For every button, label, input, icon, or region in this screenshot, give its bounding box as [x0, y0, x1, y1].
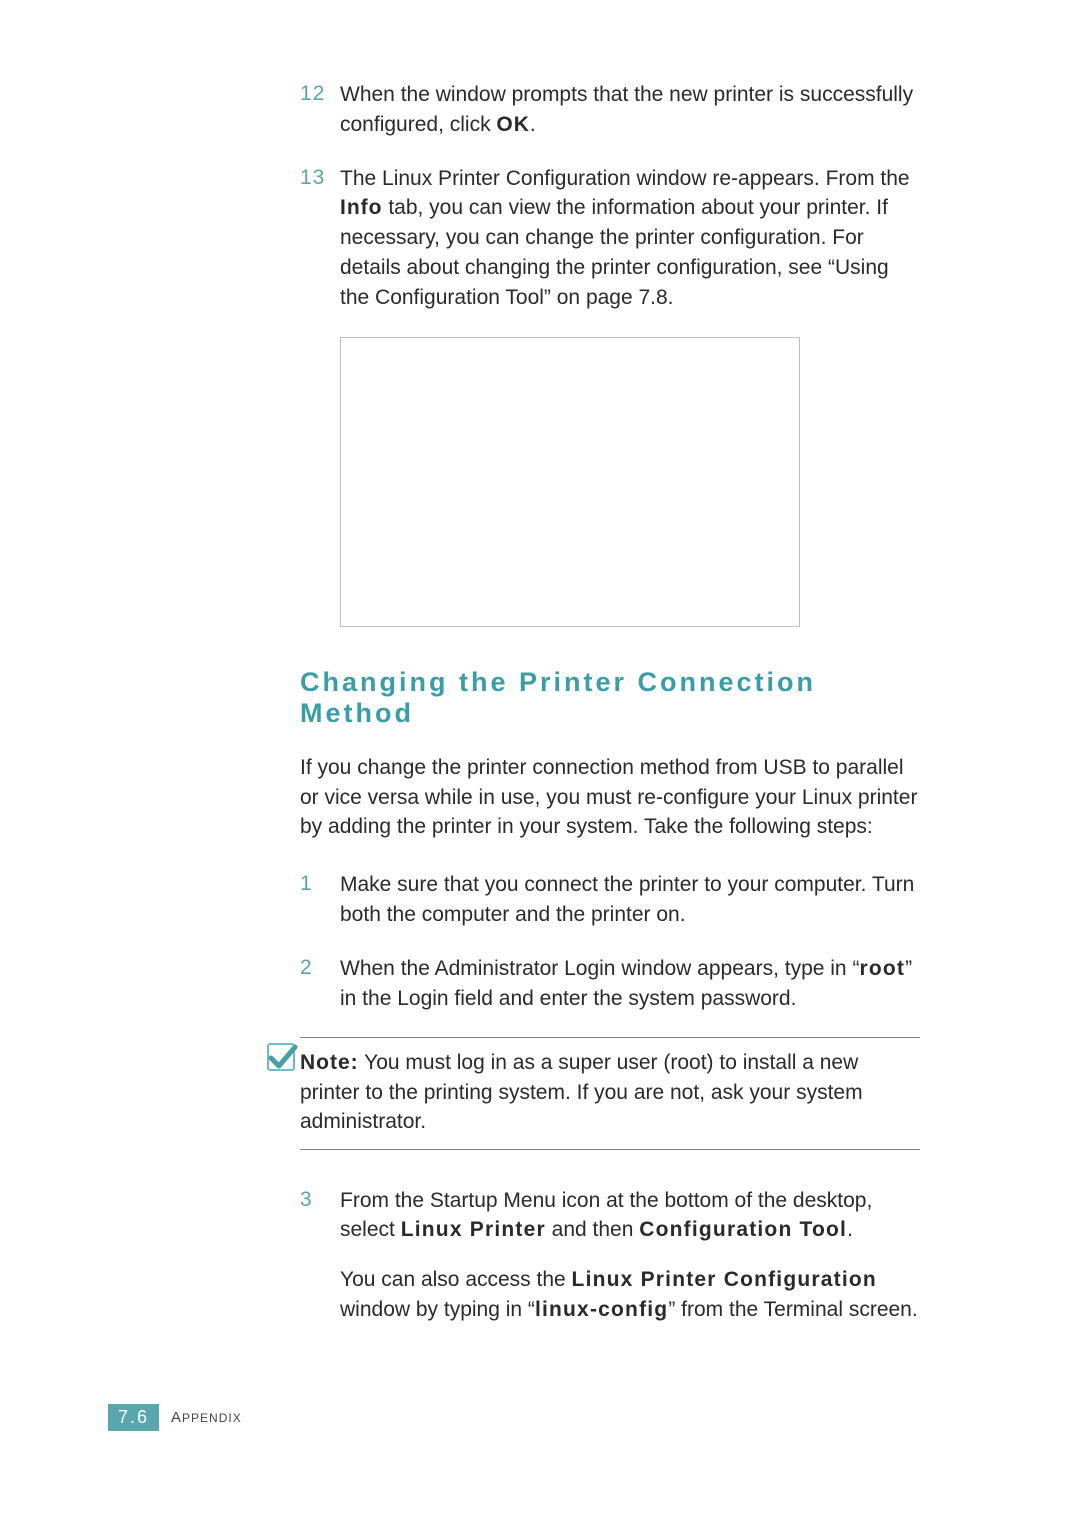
step-1: 1 Make sure that you connect the printer…: [300, 870, 920, 930]
bold-lpc: Linux Printer Configuration: [572, 1268, 877, 1291]
step-13: 13 The Linux Printer Configuration windo…: [300, 164, 920, 313]
bold-linux-printer: Linux Printer: [401, 1218, 546, 1241]
document-page: 12 When the window prompts that the new …: [0, 0, 1080, 1523]
footer-label: APPENDIX: [171, 1409, 242, 1426]
step-number: 13: [300, 164, 340, 313]
step-text: Make sure that you connect the printer t…: [340, 870, 920, 930]
text: window by typing in “: [340, 1298, 535, 1321]
step-number: 1: [300, 870, 340, 930]
note-icon: [265, 1041, 299, 1075]
step-2: 2 When the Administrator Login window ap…: [300, 954, 920, 1014]
step-text: From the Startup Menu icon at the bottom…: [340, 1186, 920, 1325]
bold-linux-config: linux-config: [535, 1298, 668, 1321]
step-12: 12 When the window prompts that the new …: [300, 80, 920, 140]
text: When the window prompts that the new pri…: [340, 83, 913, 136]
text: Make sure that you connect the printer t…: [340, 873, 914, 926]
step-number: 3: [300, 1186, 340, 1325]
bold-root: root: [859, 957, 905, 980]
content-column: 12 When the window prompts that the new …: [300, 80, 920, 1325]
step-3: 3 From the Startup Menu icon at the bott…: [300, 1186, 920, 1325]
text: tab, you can view the information about …: [340, 196, 889, 308]
bold-ok: OK: [496, 113, 530, 136]
text: ” from the Terminal screen.: [668, 1298, 917, 1321]
page-number-badge: 7.6: [108, 1404, 159, 1431]
step-text: When the Administrator Login window appe…: [340, 954, 920, 1014]
bold-config-tool: Configuration Tool: [639, 1218, 847, 1241]
step3-line1: From the Startup Menu icon at the bottom…: [340, 1186, 920, 1246]
text: .: [530, 113, 536, 136]
text: The Linux Printer Configuration window r…: [340, 167, 910, 190]
bold-info: Info: [340, 196, 382, 219]
note-text: Note: You must log in as a super user (r…: [300, 1037, 920, 1149]
screenshot-placeholder: [340, 337, 800, 627]
text: When the Administrator Login window appe…: [340, 957, 859, 980]
step-text: The Linux Printer Configuration window r…: [340, 164, 920, 313]
step-number: 12: [300, 80, 340, 140]
text: You can also access the: [340, 1268, 572, 1291]
text: .: [847, 1218, 853, 1241]
text: and then: [546, 1218, 639, 1241]
note-body: You must log in as a super user (root) t…: [300, 1051, 863, 1133]
intro-paragraph: If you change the printer connection met…: [300, 753, 920, 842]
section-heading: Changing the Printer Connection Method: [300, 667, 920, 729]
step-text: When the window prompts that the new pri…: [340, 80, 920, 140]
note-block: Note: You must log in as a super user (r…: [275, 1037, 920, 1149]
page-footer: 7.6 APPENDIX: [108, 1404, 242, 1431]
step3-line2: You can also access the Linux Printer Co…: [340, 1265, 920, 1325]
note-label: Note:: [300, 1051, 359, 1074]
step-number: 2: [300, 954, 340, 1014]
